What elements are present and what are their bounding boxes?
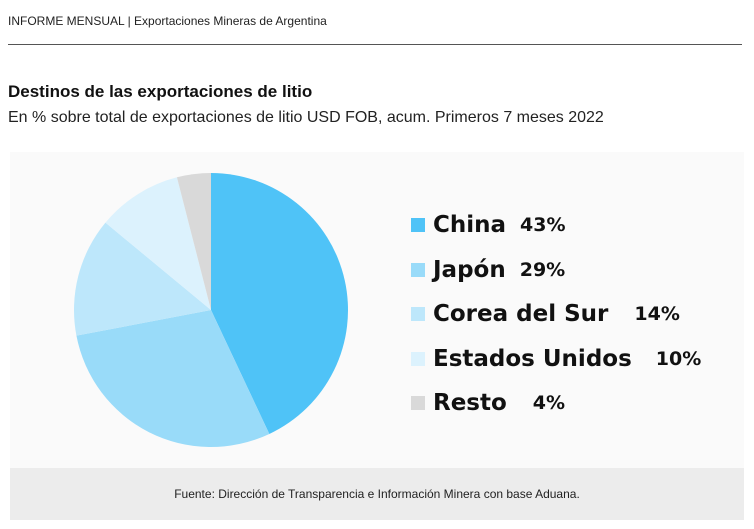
legend-item: Resto 4% (411, 390, 565, 416)
legend-swatch (411, 396, 425, 410)
source-note: Fuente: Dirección de Transparencia e Inf… (10, 468, 744, 520)
legend-label: Resto (433, 390, 507, 416)
report-header: INFORME MENSUAL | Exportaciones Mineras … (8, 14, 327, 28)
pie-slice-china (211, 173, 348, 434)
legend-value: 4% (532, 392, 566, 414)
pie-slice-corea-del-sur (74, 222, 211, 336)
legend-item: Japón 29% (411, 257, 565, 283)
legend-value: 14% (634, 303, 680, 325)
legend-swatch (411, 218, 425, 232)
chart-title: Destinos de las exportaciones de litio (8, 82, 313, 101)
legend-item: Estados Unidos 10% (411, 346, 701, 372)
legend-swatch (411, 307, 425, 321)
legend-label: China (433, 212, 507, 238)
divider (8, 44, 742, 45)
legend-label: Japón (433, 256, 506, 283)
pie-slice-estados-unidos (105, 177, 211, 310)
pie-slice-resto (176, 173, 211, 310)
legend-label: Corea del Sur (433, 301, 609, 327)
legend-value: 10% (655, 347, 702, 370)
legend-swatch (411, 351, 425, 366)
pie-slice-japón (76, 310, 270, 447)
legend-value: 43% (520, 214, 566, 236)
legend-item: Corea del Sur 14% (411, 301, 680, 327)
legend-swatch (411, 262, 425, 277)
chart-subtitle: En % sobre total de exportaciones de lit… (8, 109, 604, 126)
legend-value: 29% (519, 258, 566, 281)
legend-item: China 43% (411, 212, 566, 238)
legend-label: Estados Unidos (433, 345, 632, 372)
